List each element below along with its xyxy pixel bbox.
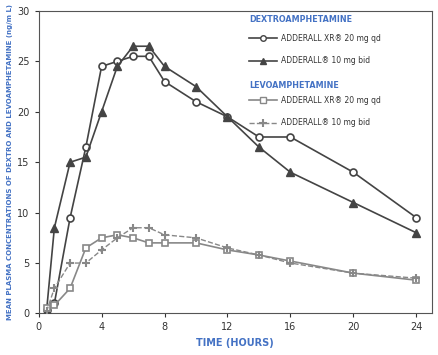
Text: ADDERALL XR® 20 mg qd: ADDERALL XR® 20 mg qd [280, 34, 380, 43]
X-axis label: TIME (HOURS): TIME (HOURS) [196, 338, 274, 348]
Text: ADDERALL XR® 20 mg qd: ADDERALL XR® 20 mg qd [280, 96, 380, 105]
Y-axis label: MEAN PLASMA CONCENTRATIONS OF DEXTRO AND LEVOAMPHETAMINE (ng/m L): MEAN PLASMA CONCENTRATIONS OF DEXTRO AND… [7, 4, 13, 320]
Text: ADDERALL® 10 mg bid: ADDERALL® 10 mg bid [280, 56, 369, 65]
Text: ADDERALL® 10 mg bid: ADDERALL® 10 mg bid [280, 118, 369, 127]
Text: LEVOAMPHETAMINE: LEVOAMPHETAMINE [248, 81, 338, 89]
Text: DEXTROAMPHETAMINE: DEXTROAMPHETAMINE [248, 16, 351, 24]
